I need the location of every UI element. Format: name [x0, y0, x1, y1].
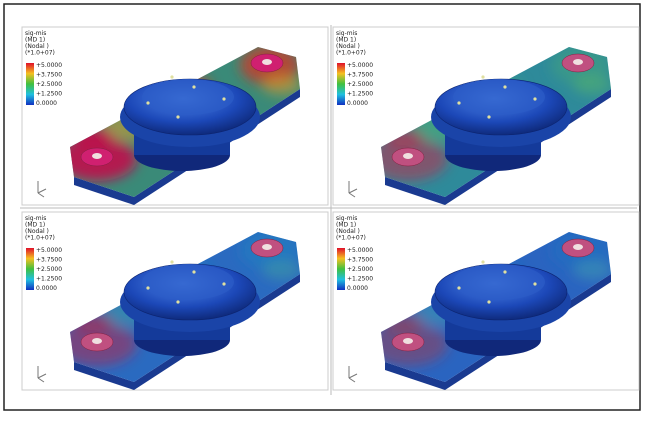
hub-cap: [142, 264, 234, 300]
legend-tick: 0.0000: [347, 100, 368, 107]
legend-tick: +1.2500: [36, 91, 62, 98]
legend-title: (MD 1): [336, 222, 356, 229]
bolt: [176, 115, 180, 119]
legend-tick: +1.2500: [36, 276, 62, 283]
legend-tick: +5.0000: [36, 62, 62, 69]
legend-tick: +1.2500: [347, 276, 373, 283]
legend-title: (*1.0+07): [25, 235, 55, 242]
bolt: [503, 85, 507, 89]
legend-colorbar: [26, 248, 34, 290]
bolt: [457, 286, 461, 290]
legend-tick: 0.0000: [36, 100, 57, 107]
legend-title: (Nodal ): [25, 228, 49, 235]
legend-tick: +1.2500: [347, 91, 373, 98]
panel: sig-mis(MD 1)(Nodal )(*1.0+07) +5.0000 +3.…: [21, 211, 329, 391]
bolt: [533, 282, 537, 286]
legend-title: sig-mis: [336, 215, 357, 222]
bolt: [503, 270, 507, 274]
boss-hole: [573, 59, 583, 65]
legend-tick: +2.5000: [347, 266, 373, 273]
legend-colorbar: [337, 248, 345, 290]
triad-axis: [348, 366, 358, 383]
axis-triad: [37, 366, 47, 383]
legend-title: sig-mis: [25, 30, 46, 37]
legend-tick: +2.5000: [36, 81, 62, 88]
boss-hole: [92, 338, 102, 344]
legend-title: (Nodal ): [25, 43, 49, 50]
legend-tick: +3.7500: [36, 72, 62, 79]
legend-title: sig-mis: [336, 30, 357, 37]
legend-title: (*1.0+07): [336, 235, 366, 242]
bolt: [222, 282, 226, 286]
hub-cap: [142, 79, 234, 115]
legend-title: (Nodal ): [336, 228, 360, 235]
axis-triad: [348, 181, 358, 198]
triad-axis: [37, 181, 47, 198]
legend-colorbar: [26, 63, 34, 105]
axis-triad: [37, 181, 47, 198]
panel: sig-mis(MD 1)(Nodal )(*1.0+07) +5.0000 +3.…: [332, 211, 640, 391]
legend-title: (*1.0+07): [336, 50, 366, 57]
bolt: [457, 101, 461, 105]
legend-title: (Nodal ): [336, 43, 360, 50]
legend-tick: +3.7500: [347, 257, 373, 264]
boss-hole: [92, 153, 102, 159]
legend-title: sig-mis: [25, 215, 46, 222]
bolt: [192, 85, 196, 89]
legend-tick: +2.5000: [36, 266, 62, 273]
hub-cap: [453, 264, 545, 300]
axis-triad: [348, 366, 358, 383]
stress-patch: [573, 75, 611, 95]
legend-tick: +5.0000: [36, 247, 62, 254]
bolt: [170, 75, 174, 79]
panel: sig-mis(MD 1)(Nodal )(*1.0+07) +5.0000 +3.…: [21, 26, 329, 206]
legend-colorbar: [337, 63, 345, 105]
legend-title: (MD 1): [336, 37, 356, 44]
bolt: [487, 115, 491, 119]
bolt: [481, 75, 485, 79]
legend-tick: 0.0000: [347, 285, 368, 292]
boss-hole: [573, 244, 583, 250]
legend-title: (*1.0+07): [25, 50, 55, 57]
boss-hole: [262, 59, 272, 65]
legend-tick: +3.7500: [36, 257, 62, 264]
bolt: [487, 300, 491, 304]
stress-patch: [573, 260, 611, 280]
bolt: [146, 286, 150, 290]
stress-patch: [262, 260, 300, 280]
legend-tick: +2.5000: [347, 81, 373, 88]
triad-axis: [348, 181, 358, 198]
bolt: [481, 260, 485, 264]
legend-title: (MD 1): [25, 37, 45, 44]
legend-tick: +5.0000: [347, 247, 373, 254]
legend-title: (MD 1): [25, 222, 45, 229]
boss-hole: [403, 153, 413, 159]
bolt: [146, 101, 150, 105]
bolt: [170, 260, 174, 264]
legend-tick: 0.0000: [36, 285, 57, 292]
legend-tick: +5.0000: [347, 62, 373, 69]
hub-cap: [453, 79, 545, 115]
triad-axis: [37, 366, 47, 383]
legend-tick: +3.7500: [347, 72, 373, 79]
stress-patch: [262, 75, 300, 95]
boss-hole: [403, 338, 413, 344]
bolt: [176, 300, 180, 304]
bolt: [533, 97, 537, 101]
panel: sig-mis(MD 1)(Nodal )(*1.0+07) +5.0000 +3.…: [332, 26, 640, 206]
bolt: [192, 270, 196, 274]
bolt: [222, 97, 226, 101]
boss-hole: [262, 244, 272, 250]
